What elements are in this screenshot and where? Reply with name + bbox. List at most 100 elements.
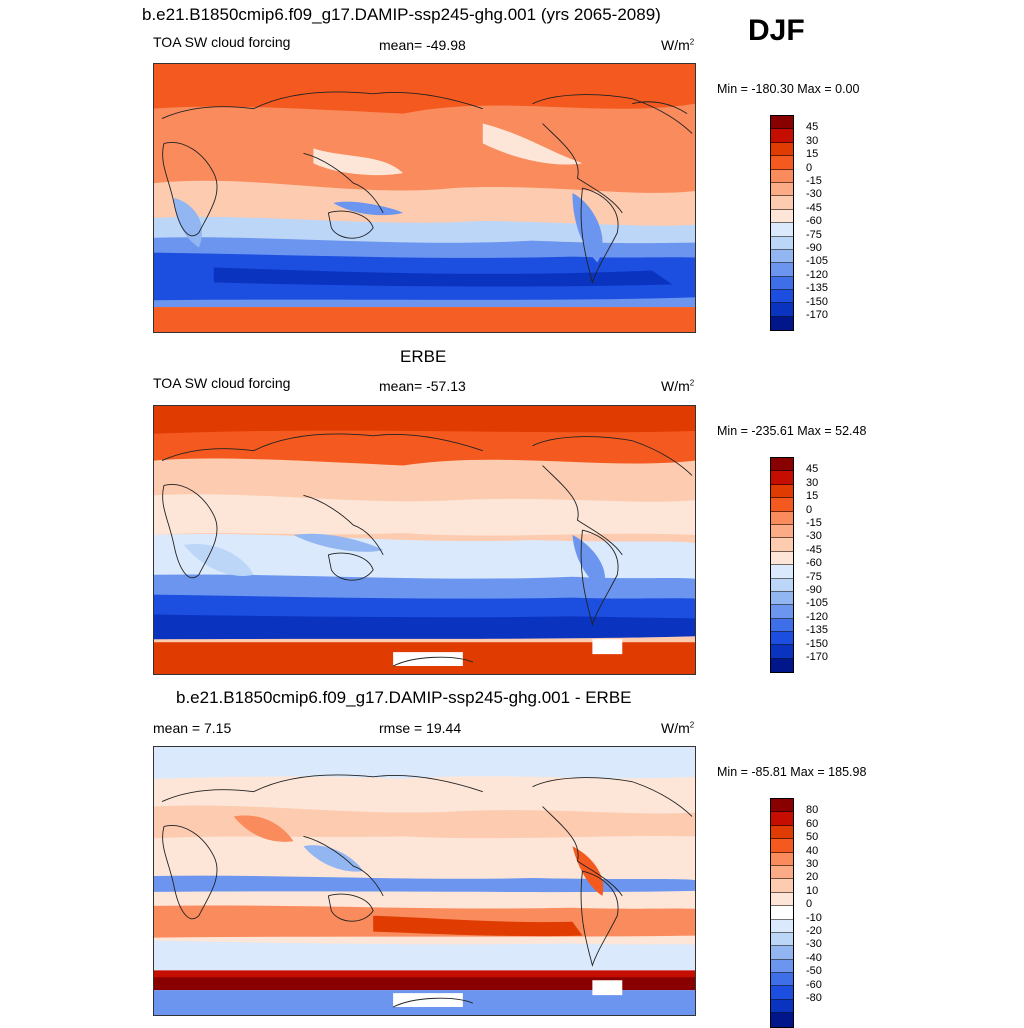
colorbar-tick-label: 0	[806, 898, 813, 911]
colorbar-tick-label: -80	[806, 992, 822, 1004]
colorbar-swatch	[771, 618, 793, 633]
map-observations	[153, 405, 696, 675]
colorbar-swatch	[771, 986, 793, 1000]
colorbar-swatch	[771, 919, 793, 933]
colorbar-swatch	[771, 645, 793, 659]
units-label: W/m2	[661, 378, 695, 394]
colorbar-swatch	[771, 471, 793, 485]
colorbar-tick-label: 60	[806, 817, 819, 830]
min-max-label: Min = -235.61 Max = 52.48	[717, 424, 867, 438]
colorbar-tick-label: -90	[806, 242, 822, 254]
colorbar-swatch	[771, 578, 793, 592]
colorbar-tick-label: -60	[806, 978, 822, 991]
mean-label: mean= -57.13	[379, 378, 466, 394]
colorbar-tick-label: -50	[806, 965, 822, 978]
colorbar-swatch	[771, 879, 793, 893]
colorbar-tick-label: -20	[806, 925, 822, 937]
colorbar-swatch	[771, 799, 793, 813]
colorbar-swatch	[771, 316, 793, 331]
colorbar-swatch	[771, 498, 793, 512]
colorbar-swatch	[771, 458, 793, 472]
colorbar	[770, 115, 794, 332]
colorbar-swatch	[771, 182, 793, 197]
colorbar-tick-label: -170	[806, 651, 829, 663]
colorbar-tick-label: -135	[806, 282, 829, 295]
colorbar-swatch	[771, 658, 793, 673]
colorbar-tick-label: -30	[806, 938, 822, 951]
colorbar-swatch	[771, 1013, 793, 1027]
colorbar-swatch	[771, 196, 793, 210]
colorbar-swatch	[771, 999, 793, 1014]
colorbar-swatch	[771, 290, 793, 304]
colorbar-tick-label: 45	[806, 463, 819, 476]
colorbar-tick-label: -105	[806, 255, 829, 268]
colorbar-tick-label: -120	[806, 610, 829, 623]
colorbar-tick-label: 0	[806, 503, 813, 516]
colorbar-tick-label: -30	[806, 530, 822, 543]
colorbar-tick-label: -150	[806, 295, 829, 308]
colorbar-swatch	[771, 932, 793, 947]
colorbar-tick-label: 15	[806, 148, 819, 161]
season-label: DJF	[748, 14, 805, 47]
min-max-label: Min = -180.30 Max = 0.00	[717, 82, 860, 96]
colorbar-tick-label: 30	[806, 476, 819, 489]
colorbar-tick-label: -10	[806, 911, 822, 924]
colorbar-tick-label: -75	[806, 570, 822, 583]
colorbar-swatch	[771, 538, 793, 552]
panel-heading: b.e21.B1850cmip6.f09_g17.DAMIP-ssp245-gh…	[142, 5, 661, 24]
min-max-label: Min = -85.81 Max = 185.98	[717, 765, 867, 779]
colorbar-tick-label: 15	[806, 490, 819, 503]
colorbar-tick-label: 30	[806, 858, 819, 870]
colorbar-swatch	[771, 209, 793, 224]
mean-label: mean = 7.15	[153, 720, 232, 736]
colorbar-swatch	[771, 524, 793, 539]
colorbar-swatch	[771, 484, 793, 499]
colorbar-tick-label: -40	[806, 951, 822, 964]
colorbar-swatch	[771, 249, 793, 264]
units-label: W/m2	[661, 37, 695, 53]
colorbar-tick-label: -120	[806, 268, 829, 281]
colorbar-tick-label: -30	[806, 188, 822, 201]
colorbar-swatch	[771, 129, 793, 143]
colorbar-swatch	[771, 946, 793, 960]
map-observations-field	[154, 406, 695, 674]
colorbar-tick-label: 80	[806, 804, 819, 817]
colorbar-tick-label: 0	[806, 161, 813, 174]
colorbar-swatch	[771, 906, 793, 920]
colorbar-tick-label: 30	[806, 134, 819, 147]
colorbar-swatch	[771, 852, 793, 866]
colorbar-tick-label: -45	[806, 543, 822, 556]
colorbar-tick-label: -105	[806, 597, 829, 610]
panel-heading: b.e21.B1850cmip6.f09_g17.DAMIP-ssp245-gh…	[176, 688, 632, 707]
variable-label: TOA SW cloud forcing	[153, 375, 291, 391]
colorbar-tick-label: -170	[806, 309, 829, 321]
colorbar-tick-label: -60	[806, 557, 822, 570]
colorbar-swatch	[771, 812, 793, 826]
colorbar-swatch	[771, 223, 793, 237]
rmse-label: rmse = 19.44	[379, 720, 462, 736]
colorbar	[770, 798, 794, 1028]
map-model	[153, 63, 696, 333]
colorbar-swatch	[771, 565, 793, 579]
colorbar-swatch	[771, 169, 793, 183]
colorbar-tick-label: -45	[806, 201, 822, 214]
units-label: W/m2	[661, 720, 695, 736]
colorbar-swatch	[771, 591, 793, 606]
colorbar-swatch	[771, 892, 793, 907]
colorbar-swatch	[771, 605, 793, 619]
colorbar	[770, 457, 794, 674]
colorbar-tick-label: -15	[806, 517, 822, 529]
colorbar-swatch	[771, 303, 793, 317]
colorbar-tick-label: 20	[806, 871, 819, 884]
variable-label: TOA SW cloud forcing	[153, 34, 291, 50]
colorbar-tick-label: 10	[806, 884, 819, 897]
colorbar-swatch	[771, 511, 793, 525]
colorbar-swatch	[771, 263, 793, 277]
colorbar-swatch	[771, 551, 793, 566]
colorbar-swatch	[771, 865, 793, 880]
colorbar-swatch	[771, 959, 793, 974]
colorbar-swatch	[771, 632, 793, 646]
colorbar-swatch	[771, 156, 793, 170]
colorbar-swatch	[771, 276, 793, 291]
colorbar-tick-label: -75	[806, 228, 822, 241]
